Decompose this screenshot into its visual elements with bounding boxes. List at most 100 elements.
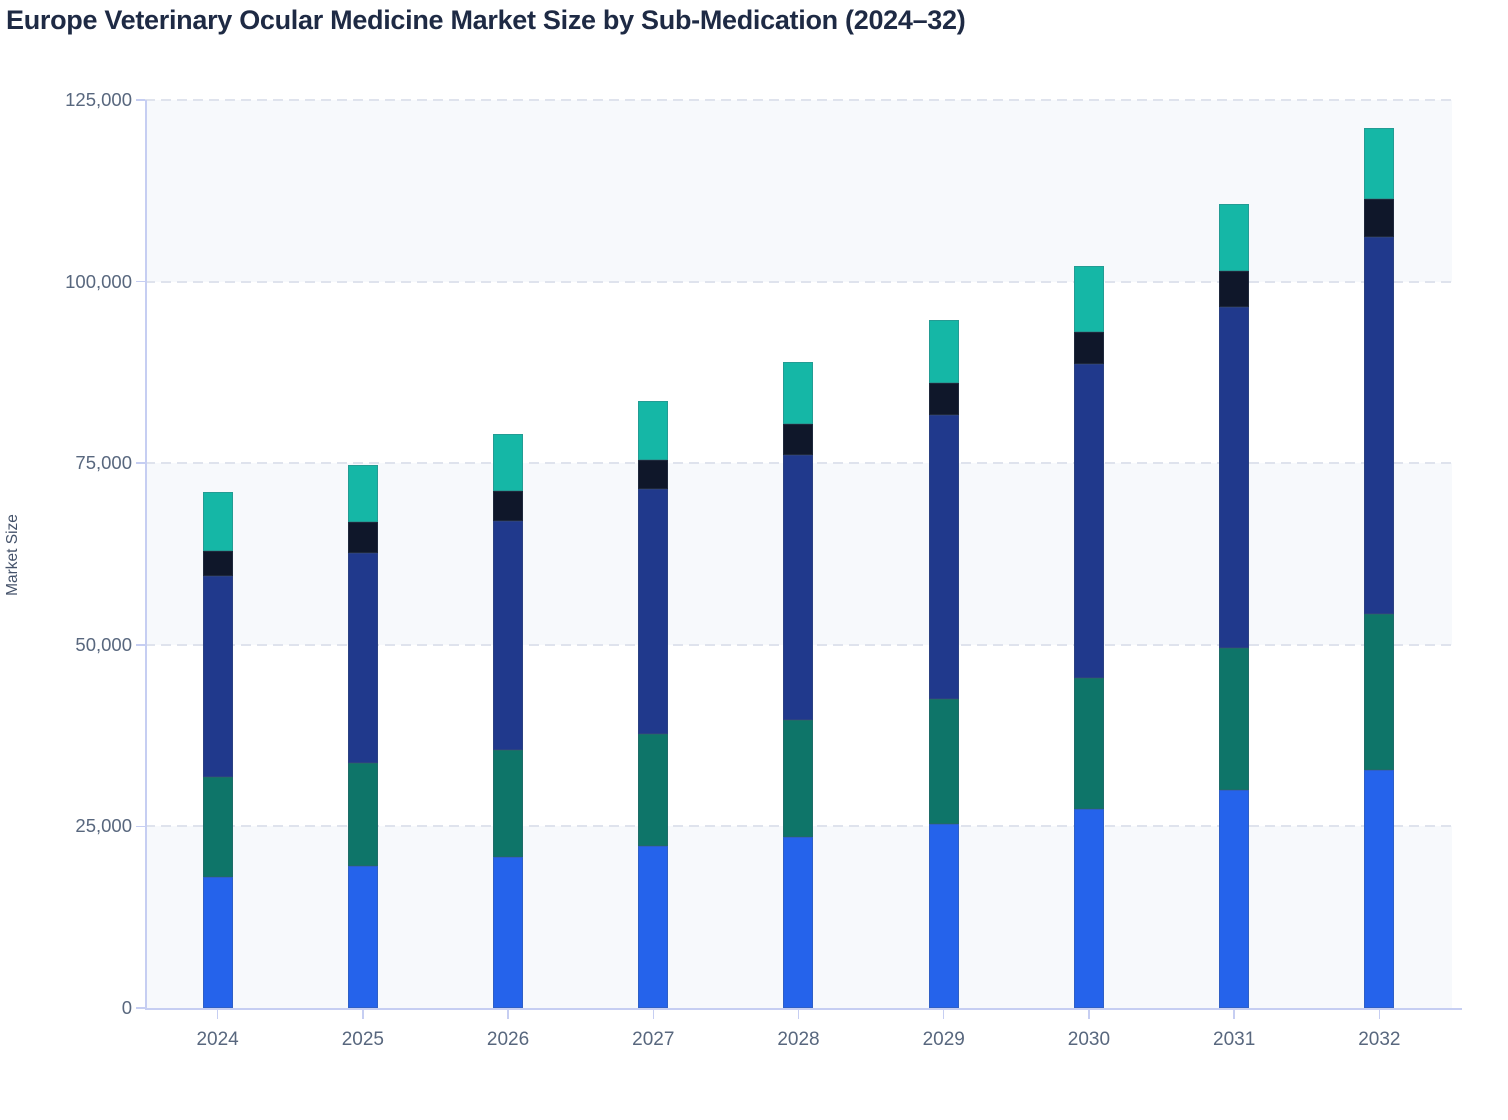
y-tick-label-0: 0 xyxy=(121,997,132,1018)
x-axis-tick xyxy=(1378,1009,1381,1019)
bar-slot-2025 xyxy=(290,100,435,1008)
bar-segment-2029-series-1[interactable] xyxy=(928,823,959,1008)
y-tick-label-50000: 50,000 xyxy=(75,633,132,655)
bar-segment-2027-series-5[interactable] xyxy=(638,400,669,461)
x-axis-tick xyxy=(1233,1009,1235,1019)
bar-segment-2032-series-4[interactable] xyxy=(1364,198,1395,237)
y-axis-tick xyxy=(136,1007,145,1009)
y-axis-tick xyxy=(136,280,145,283)
bar-segment-2029-series-2[interactable] xyxy=(928,699,959,824)
bar-segment-2031-series-5[interactable] xyxy=(1219,203,1250,272)
bar-segment-2030-series-4[interactable] xyxy=(1073,331,1104,365)
gridline xyxy=(145,99,1452,101)
x-tick-label-2027: 2027 xyxy=(632,1029,675,1050)
x-axis-tick xyxy=(216,1009,219,1019)
plot-area xyxy=(145,99,1452,1008)
bar-segment-2031-series-1[interactable] xyxy=(1219,790,1250,1008)
bar-segment-2024-series-2[interactable] xyxy=(202,777,233,877)
bar-segment-2029-series-4[interactable] xyxy=(928,382,959,416)
bar-segment-2024-series-3[interactable] xyxy=(202,575,233,778)
bar-segment-2028-series-3[interactable] xyxy=(783,454,814,720)
bar-segment-2025-series-5[interactable] xyxy=(347,465,378,523)
bar-slot-2024 xyxy=(145,100,290,1008)
chart-title: Europe Veterinary Ocular Medicine Market… xyxy=(6,5,966,35)
x-axis-tick xyxy=(942,1009,945,1019)
x-tick-label-2026: 2026 xyxy=(486,1029,530,1050)
bar-2024[interactable] xyxy=(202,492,233,1008)
bar-slot-2027 xyxy=(581,100,726,1008)
bar-segment-2032-series-5[interactable] xyxy=(1364,127,1395,199)
bar-segment-2028-series-5[interactable] xyxy=(783,362,814,425)
bar-segment-2027-series-3[interactable] xyxy=(638,489,669,735)
x-tick-label-2028: 2028 xyxy=(777,1029,820,1050)
bar-segment-2030-series-5[interactable] xyxy=(1073,266,1104,332)
bar-segment-2031-series-4[interactable] xyxy=(1219,271,1250,308)
bar-2030[interactable] xyxy=(1073,266,1104,1008)
y-axis-tick xyxy=(136,462,145,464)
bar-segment-2027-series-1[interactable] xyxy=(638,846,669,1008)
bar-slot-2028 xyxy=(726,100,871,1008)
x-tick-label-2031: 2031 xyxy=(1213,1029,1256,1050)
y-axis-line xyxy=(145,100,147,1008)
gridline xyxy=(145,280,1452,283)
bar-segment-2028-series-1[interactable] xyxy=(783,836,814,1008)
bar-segment-2031-series-2[interactable] xyxy=(1219,647,1250,791)
x-tick-label-2029: 2029 xyxy=(922,1029,965,1050)
bar-slot-2029 xyxy=(871,100,1016,1008)
x-tick-label-2025: 2025 xyxy=(341,1029,384,1050)
bar-slot-2031 xyxy=(1162,100,1307,1008)
bar-segment-2024-series-4[interactable] xyxy=(202,551,233,576)
x-axis-tick xyxy=(507,1009,509,1019)
bar-segment-2030-series-2[interactable] xyxy=(1073,677,1104,809)
bar-segment-2026-series-3[interactable] xyxy=(493,521,524,751)
bar-2027[interactable] xyxy=(638,400,669,1008)
y-axis-tick xyxy=(136,99,145,101)
bar-segment-2025-series-1[interactable] xyxy=(347,866,378,1008)
y-tick-label-25000: 25,000 xyxy=(75,815,132,837)
bar-segment-2026-series-1[interactable] xyxy=(493,856,524,1008)
bar-segment-2026-series-5[interactable] xyxy=(493,434,524,491)
bar-2032[interactable] xyxy=(1364,127,1395,1008)
y-axis-title: Market Size xyxy=(4,514,21,596)
y-tick-label-75000: 75,000 xyxy=(75,452,132,474)
bar-2026[interactable] xyxy=(493,434,524,1008)
bar-segment-2030-series-1[interactable] xyxy=(1073,808,1104,1008)
y-axis-tick xyxy=(136,825,145,828)
x-tick-label-2024: 2024 xyxy=(196,1029,239,1050)
bar-2028[interactable] xyxy=(783,362,814,1008)
bar-segment-2031-series-3[interactable] xyxy=(1219,307,1250,648)
bar-segment-2025-series-3[interactable] xyxy=(347,552,378,764)
y-axis-tick xyxy=(136,644,145,646)
bar-segment-2024-series-1[interactable] xyxy=(202,876,233,1008)
bar-slot-2030 xyxy=(1016,100,1161,1008)
x-axis-tick xyxy=(362,1009,364,1019)
bar-segment-2026-series-2[interactable] xyxy=(493,750,524,857)
bar-segment-2032-series-3[interactable] xyxy=(1364,236,1395,615)
bar-2031[interactable] xyxy=(1219,203,1250,1008)
bar-segment-2025-series-4[interactable] xyxy=(347,522,378,553)
bar-slot-2026 xyxy=(435,100,580,1008)
x-axis-tick xyxy=(797,1009,800,1019)
bar-segment-2027-series-2[interactable] xyxy=(638,734,669,847)
x-axis-line xyxy=(145,1008,1462,1010)
bar-segment-2028-series-2[interactable] xyxy=(783,719,814,837)
bar-segment-2029-series-3[interactable] xyxy=(928,415,959,700)
bar-segment-2026-series-4[interactable] xyxy=(493,490,524,522)
bar-2029[interactable] xyxy=(928,320,959,1008)
bar-segment-2029-series-5[interactable] xyxy=(928,320,959,383)
x-tick-label-2032: 2032 xyxy=(1358,1029,1401,1050)
bar-segment-2024-series-5[interactable] xyxy=(202,492,233,552)
bar-segment-2025-series-2[interactable] xyxy=(347,763,378,867)
bar-segment-2032-series-1[interactable] xyxy=(1364,769,1395,1008)
bar-segment-2027-series-4[interactable] xyxy=(638,460,669,490)
bar-segment-2030-series-3[interactable] xyxy=(1073,364,1104,678)
x-axis-tick xyxy=(1088,1009,1090,1019)
bar-2025[interactable] xyxy=(347,465,378,1008)
x-axis-tick xyxy=(652,1009,655,1019)
bar-segment-2032-series-2[interactable] xyxy=(1364,614,1395,770)
y-tick-label-100000: 100,000 xyxy=(65,270,132,292)
bar-segment-2028-series-4[interactable] xyxy=(783,424,814,455)
bar-slot-2032 xyxy=(1307,100,1452,1008)
y-tick-label-125000: 125,000 xyxy=(65,89,132,110)
x-tick-label-2030: 2030 xyxy=(1067,1029,1111,1050)
